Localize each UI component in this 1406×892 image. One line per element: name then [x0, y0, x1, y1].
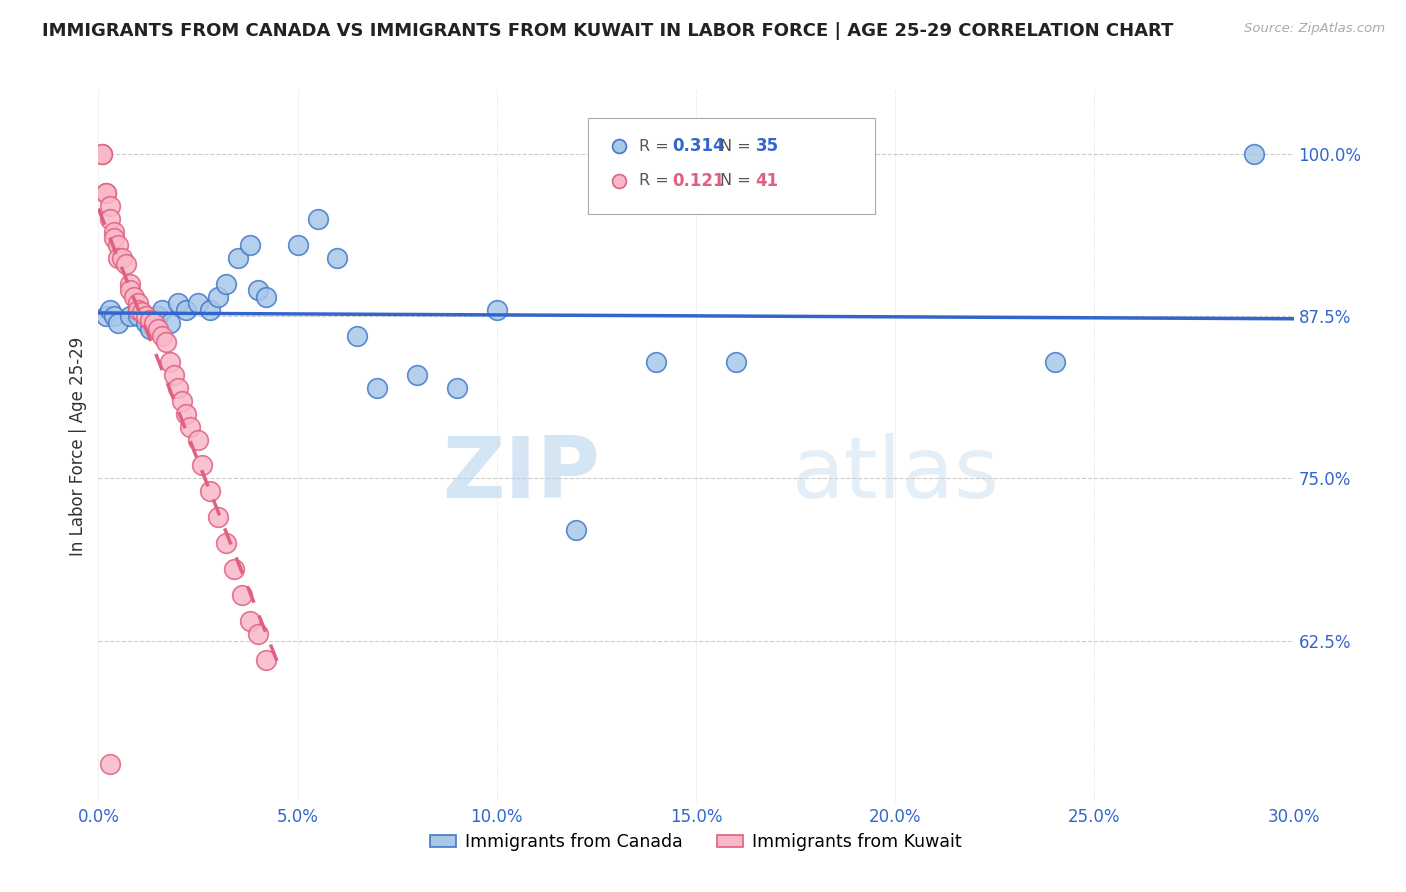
Point — [222, 562, 245, 576]
Point — [446, 381, 468, 395]
Point — [148, 310, 170, 324]
Point — [127, 302, 149, 317]
Point — [127, 296, 149, 310]
Point — [159, 316, 181, 330]
Point — [207, 510, 229, 524]
Point — [187, 433, 209, 447]
Point — [91, 147, 114, 161]
Point — [96, 186, 118, 200]
Point — [485, 302, 508, 317]
Legend: Immigrants from Canada, Immigrants from Kuwait: Immigrants from Canada, Immigrants from … — [423, 827, 969, 858]
Point — [103, 310, 125, 324]
Point — [98, 302, 122, 317]
Point — [91, 147, 114, 161]
Point — [191, 458, 214, 473]
Point — [254, 653, 277, 667]
Text: 35: 35 — [756, 137, 779, 155]
Point — [131, 305, 153, 319]
Point — [98, 211, 122, 226]
Text: 0.121: 0.121 — [672, 171, 724, 189]
Point — [167, 381, 190, 395]
Point — [120, 277, 142, 291]
Point — [215, 536, 238, 550]
Point — [98, 756, 122, 771]
Y-axis label: In Labor Force | Age 25-29: In Labor Force | Age 25-29 — [69, 336, 87, 556]
Point — [96, 186, 118, 200]
Point — [150, 328, 173, 343]
Point — [135, 310, 157, 324]
Point — [198, 484, 221, 499]
Point — [231, 588, 253, 602]
Point — [207, 290, 229, 304]
Point — [246, 627, 269, 641]
Point — [326, 251, 349, 265]
Point — [174, 407, 197, 421]
Text: atlas: atlas — [792, 433, 1000, 516]
Point — [366, 381, 388, 395]
Point — [159, 354, 181, 368]
Point — [103, 231, 125, 245]
Point — [307, 211, 329, 226]
Point — [1243, 147, 1265, 161]
Point — [1043, 354, 1066, 368]
Point — [172, 393, 194, 408]
Point — [226, 251, 249, 265]
Text: 41: 41 — [756, 171, 779, 189]
Text: R =: R = — [638, 173, 673, 188]
Point — [107, 238, 129, 252]
Point — [107, 316, 129, 330]
Text: 0.314: 0.314 — [672, 137, 724, 155]
Point — [565, 524, 588, 538]
Point — [155, 335, 177, 350]
Point — [139, 313, 162, 327]
Point — [406, 368, 429, 382]
Point — [111, 251, 134, 265]
Point — [143, 316, 166, 330]
Point — [148, 322, 170, 336]
Point — [179, 419, 201, 434]
Point — [174, 302, 197, 317]
Point — [115, 257, 138, 271]
Point — [150, 302, 173, 317]
Point — [724, 354, 747, 368]
Point — [239, 238, 262, 252]
Point — [107, 251, 129, 265]
Point — [127, 310, 149, 324]
Text: N =: N = — [720, 139, 756, 153]
Point — [287, 238, 309, 252]
Point — [167, 296, 190, 310]
Point — [246, 283, 269, 297]
Point — [127, 302, 149, 317]
Point — [239, 614, 262, 628]
Point — [198, 302, 221, 317]
Point — [96, 310, 118, 324]
Point — [120, 310, 142, 324]
Text: R =: R = — [638, 139, 673, 153]
Point — [346, 328, 368, 343]
Point — [103, 225, 125, 239]
Point — [135, 316, 157, 330]
Text: Source: ZipAtlas.com: Source: ZipAtlas.com — [1244, 22, 1385, 36]
Text: ZIP: ZIP — [443, 433, 600, 516]
Point — [215, 277, 238, 291]
Point — [124, 290, 146, 304]
Point — [120, 283, 142, 297]
Point — [254, 290, 277, 304]
Point — [187, 296, 209, 310]
Point — [163, 368, 186, 382]
Point — [139, 322, 162, 336]
Point — [645, 354, 668, 368]
Text: IMMIGRANTS FROM CANADA VS IMMIGRANTS FROM KUWAIT IN LABOR FORCE | AGE 25-29 CORR: IMMIGRANTS FROM CANADA VS IMMIGRANTS FRO… — [42, 22, 1174, 40]
Text: N =: N = — [720, 173, 756, 188]
Point — [98, 199, 122, 213]
FancyBboxPatch shape — [589, 118, 875, 214]
